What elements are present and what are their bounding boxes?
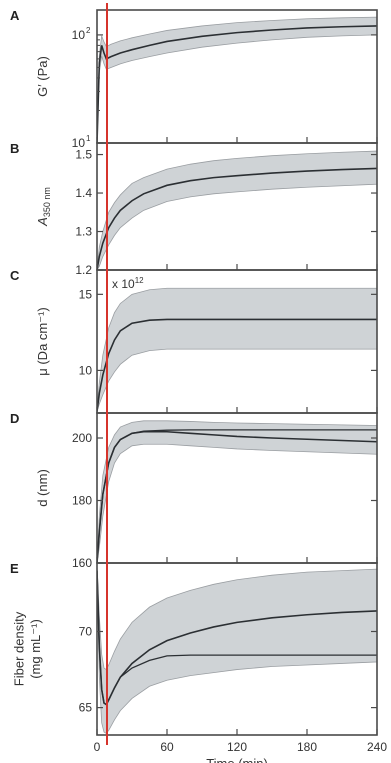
panel-letter: B xyxy=(10,141,19,156)
panel-letter: D xyxy=(10,411,19,426)
x-axis-label: Time (min) xyxy=(206,756,268,763)
mean-line xyxy=(97,318,377,412)
y-axis-label-main: A xyxy=(35,217,50,227)
confidence-band xyxy=(97,150,377,270)
panel-letter: C xyxy=(10,268,20,283)
y-tick-label: 10 xyxy=(72,28,86,42)
y-tick-label: 10 xyxy=(72,136,86,150)
y-tick-label: 10 xyxy=(79,363,93,377)
x-tick-label: 120 xyxy=(227,740,247,754)
x-tick-label: 60 xyxy=(160,740,174,754)
confidence-band xyxy=(97,564,377,735)
y-multiplier-exp: 12 xyxy=(135,276,144,285)
panel-a: 10 110 2AG′ (Pa) xyxy=(10,8,378,150)
y-axis-label: μ (Da cm⁻¹) xyxy=(35,307,50,376)
y-tick-label: 1.3 xyxy=(75,225,92,239)
panel-letter: A xyxy=(10,8,20,23)
y-axis-label-sub: 350 nm xyxy=(42,187,52,217)
confidence-band xyxy=(97,287,377,412)
mean-line xyxy=(97,570,377,706)
y-axis-label: Fiber density(mg mL⁻¹) xyxy=(12,611,43,686)
panel-letter: E xyxy=(10,561,19,576)
y-multiplier-base: x 10 xyxy=(112,277,135,291)
mean-line xyxy=(97,25,377,143)
mean-line xyxy=(97,167,377,270)
y-tick-label: 15 xyxy=(79,287,93,301)
y-axis-label: G′ (Pa) xyxy=(35,56,50,97)
y-tick-label: 200 xyxy=(72,431,92,445)
y-multiplier: x 1012 xyxy=(112,276,144,291)
y-tick-label: 180 xyxy=(72,494,92,508)
panel-b: 1.2 1.3 1.4 1.5 B A350 nm xyxy=(10,141,378,277)
x-tick-label: 0 xyxy=(94,740,101,754)
x-tick-label: 180 xyxy=(297,740,317,754)
panel-d: 160 180 200 Dd (nm) xyxy=(10,411,378,570)
y-tick-exponent: 2 xyxy=(86,26,91,35)
mean-line xyxy=(97,430,377,563)
panel-c: 10 15 Cμ (Da cm⁻¹) x 1012 xyxy=(10,268,378,414)
y-tick-label: 70 xyxy=(79,624,93,638)
y-axis-label: d (nm) xyxy=(35,469,50,507)
confidence-band xyxy=(97,420,377,563)
confidence-band xyxy=(97,16,377,143)
y-tick-label: 1.2 xyxy=(75,263,92,277)
y-tick-exponent: 1 xyxy=(86,134,91,143)
y-tick-label: 65 xyxy=(79,701,93,715)
panel-e: 65 70 0 60 120 180 240 Time (min) E Fiber density… xyxy=(10,561,387,763)
y-axis-label: A350 nm xyxy=(35,187,52,227)
y-tick-label: 1.4 xyxy=(75,186,92,200)
x-tick-label: 240 xyxy=(367,740,387,754)
y-axis-label-line: (mg mL⁻¹) xyxy=(28,619,43,679)
y-tick-label: 160 xyxy=(72,556,92,570)
y-tick-label: 1.5 xyxy=(75,148,92,162)
y-axis-label-line: Fiber density xyxy=(12,611,27,686)
